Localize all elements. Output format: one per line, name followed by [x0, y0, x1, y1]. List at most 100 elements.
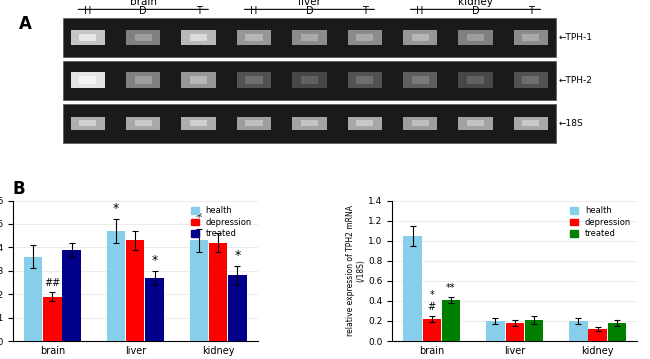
Bar — [348, 117, 382, 130]
Bar — [608, 323, 626, 341]
Bar — [292, 29, 326, 45]
Bar — [569, 321, 588, 341]
Bar — [588, 329, 606, 341]
Bar — [411, 33, 429, 41]
Bar — [44, 297, 62, 341]
Bar — [71, 117, 105, 130]
Bar — [525, 320, 543, 341]
Bar — [190, 240, 208, 341]
Bar — [348, 73, 382, 88]
Bar — [356, 76, 373, 84]
Bar — [126, 117, 161, 130]
Bar — [403, 73, 437, 88]
Bar — [514, 29, 548, 45]
Text: D: D — [306, 6, 313, 17]
Bar — [514, 73, 548, 88]
Text: B: B — [13, 180, 25, 197]
Bar — [486, 321, 504, 341]
Bar — [411, 120, 429, 126]
Y-axis label: relative expression of TPH2 mRNA
(/18S): relative expression of TPH2 mRNA (/18S) — [346, 205, 365, 336]
Text: kidney: kidney — [458, 0, 493, 6]
Bar — [523, 33, 540, 41]
Bar — [467, 76, 484, 84]
Bar — [301, 76, 318, 84]
Bar — [523, 120, 540, 126]
Text: liver: liver — [298, 0, 321, 6]
Bar — [442, 300, 460, 341]
Bar — [71, 73, 105, 88]
Bar — [514, 117, 548, 130]
Text: **: ** — [446, 283, 456, 293]
Bar — [135, 120, 152, 126]
Bar — [126, 29, 161, 45]
Bar — [292, 73, 326, 88]
Text: H: H — [417, 6, 424, 17]
Bar — [301, 120, 318, 126]
Bar — [190, 76, 207, 84]
Text: H: H — [250, 6, 257, 17]
Bar — [348, 29, 382, 45]
Bar — [71, 29, 105, 45]
Bar — [246, 33, 263, 41]
Bar — [458, 73, 493, 88]
Text: D: D — [140, 6, 147, 17]
Legend: health, depression, treated: health, depression, treated — [568, 205, 633, 240]
Bar — [63, 103, 556, 143]
Bar — [301, 33, 318, 41]
Bar — [246, 76, 263, 84]
Bar — [126, 240, 144, 341]
Text: *: * — [113, 202, 120, 215]
Bar — [181, 73, 216, 88]
Bar — [356, 33, 373, 41]
Text: *: * — [151, 253, 158, 267]
Bar — [126, 73, 161, 88]
Bar — [403, 117, 437, 130]
Text: T: T — [362, 6, 368, 17]
Bar — [181, 29, 216, 45]
Bar — [467, 33, 484, 41]
Bar — [523, 76, 540, 84]
Bar — [190, 33, 207, 41]
Text: *: * — [196, 211, 202, 224]
Text: brain: brain — [130, 0, 157, 6]
Text: ##: ## — [44, 278, 60, 288]
Bar — [146, 278, 164, 341]
Bar — [467, 120, 484, 126]
Bar — [422, 319, 441, 341]
Text: T: T — [196, 6, 202, 17]
Bar — [63, 18, 556, 57]
Bar — [79, 76, 96, 84]
Bar — [62, 250, 81, 341]
Text: T: T — [528, 6, 534, 17]
Bar — [356, 120, 373, 126]
Bar — [228, 275, 246, 341]
Text: D: D — [472, 6, 479, 17]
Bar — [458, 117, 493, 130]
Bar — [181, 117, 216, 130]
Bar — [79, 120, 96, 126]
Text: ←TPH-1: ←TPH-1 — [559, 33, 593, 42]
Bar — [107, 231, 125, 341]
Bar — [135, 33, 152, 41]
Bar — [24, 257, 42, 341]
Legend: health, depression, treated: health, depression, treated — [189, 205, 254, 240]
Bar — [411, 76, 429, 84]
Bar — [190, 120, 207, 126]
Bar — [292, 117, 326, 130]
Text: A: A — [20, 15, 32, 33]
Text: H: H — [84, 6, 92, 17]
Text: *: * — [235, 249, 240, 262]
Bar — [63, 61, 556, 100]
Bar — [246, 120, 263, 126]
Bar — [458, 29, 493, 45]
Bar — [404, 236, 422, 341]
Text: ←TPH-2: ←TPH-2 — [559, 76, 593, 85]
Bar — [237, 73, 271, 88]
Text: ←18S: ←18S — [559, 119, 584, 128]
Bar — [79, 33, 96, 41]
Bar — [237, 29, 271, 45]
Bar — [237, 117, 271, 130]
Bar — [135, 76, 152, 84]
Bar — [209, 243, 228, 341]
Bar — [506, 323, 524, 341]
